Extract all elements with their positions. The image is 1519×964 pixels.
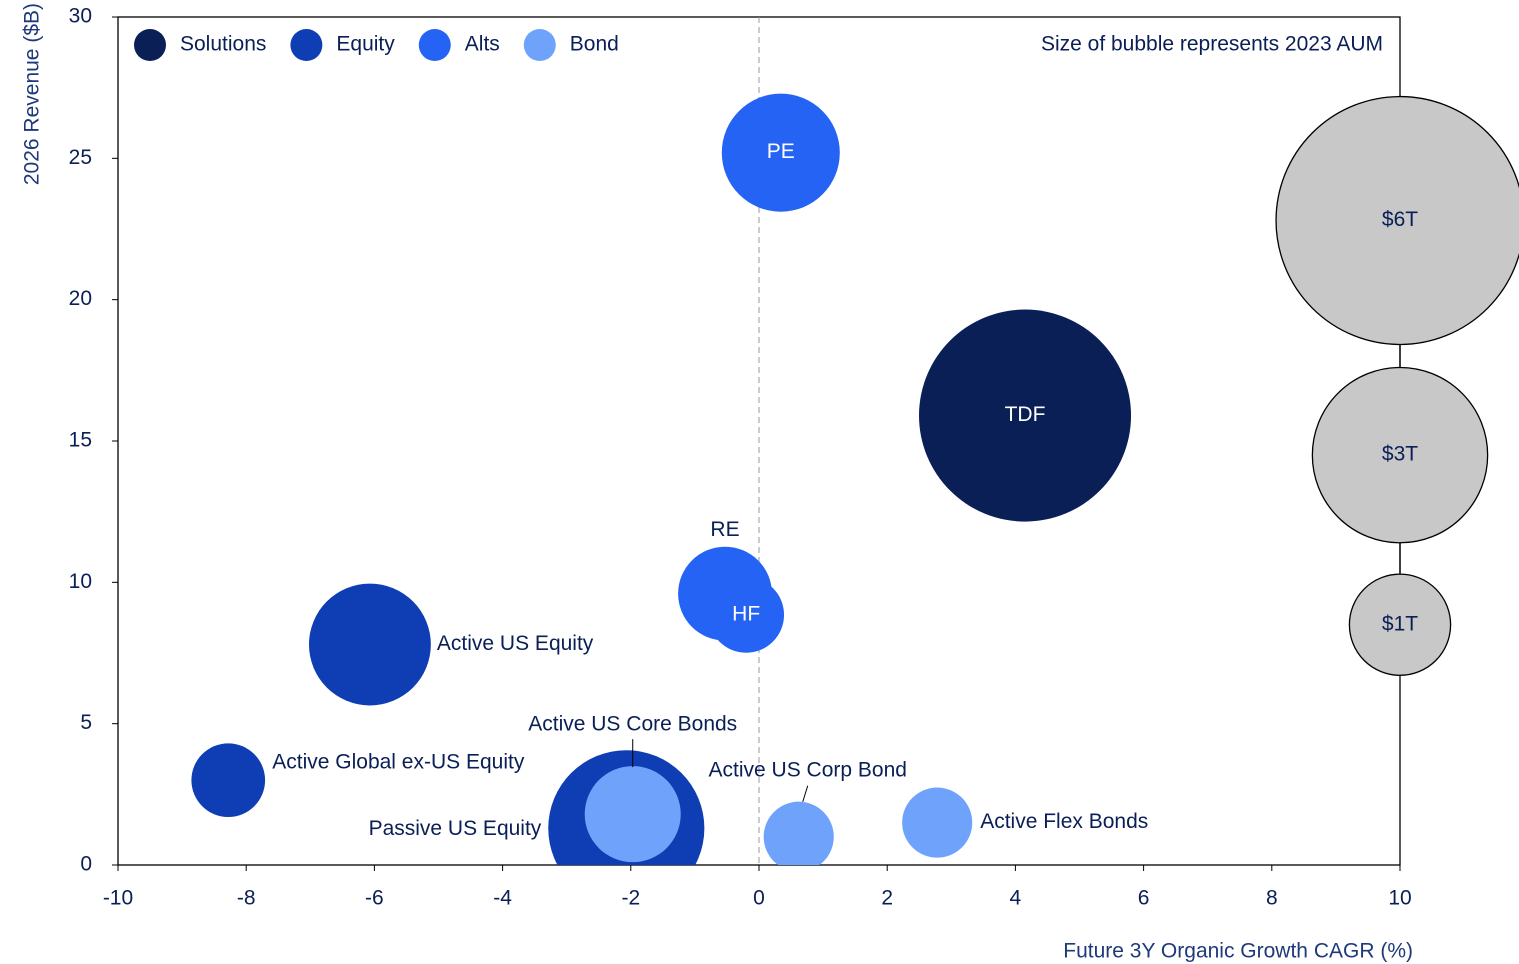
x-tick-label: 4 (1010, 887, 1022, 910)
legend-swatch (418, 29, 451, 61)
x-axis-title: Future 3Y Organic Growth CAGR (%) (1063, 940, 1413, 963)
bubble (721, 93, 840, 212)
x-tick-label: -4 (493, 887, 512, 910)
y-axis-title: 2026 Revenue ($B) (21, 3, 44, 185)
legend-label: Bond (570, 33, 619, 56)
x-tick-label: -10 (103, 887, 133, 910)
bubble (191, 743, 266, 818)
y-tick-label: 30 (69, 5, 92, 28)
legend-swatch (523, 29, 556, 61)
bubble-label: PE (767, 140, 795, 163)
legend-label: Solutions (180, 33, 266, 56)
y-tick-label: 10 (69, 570, 92, 593)
bubble-label: TDF (1005, 403, 1046, 426)
annotation: Size of bubble represents 2023 AUM (1041, 33, 1383, 56)
legend-swatch (290, 29, 323, 61)
y-tick-label: 0 (80, 853, 92, 876)
y-tick-label: 25 (69, 146, 92, 169)
y-tick-label: 15 (69, 429, 92, 452)
size-legend-label: $6T (1382, 208, 1418, 231)
size-legend-bubble (1275, 95, 1519, 346)
bubble-label: Active Global ex-US Equity (272, 751, 525, 774)
bubble-label: Active US Corp Bond (709, 758, 907, 781)
bubble-label: HF (732, 602, 760, 625)
legend-label: Equity (336, 33, 395, 56)
x-tick-label: 8 (1266, 887, 1278, 910)
y-tick-label: 20 (69, 287, 92, 310)
x-tick-label: -6 (365, 887, 384, 910)
bubble-label: Passive US Equity (369, 817, 542, 840)
x-tick-label: 0 (753, 887, 765, 910)
bubble-label: Active Flex Bonds (980, 810, 1148, 833)
x-tick-label: 10 (1388, 887, 1411, 910)
x-tick-label: 6 (1138, 887, 1150, 910)
size-legend-bubble (1311, 366, 1489, 544)
size-legend-label: $3T (1382, 443, 1418, 466)
x-tick-label: -2 (621, 887, 640, 910)
legend-label: Alts (465, 33, 500, 56)
x-tick-label: 2 (881, 887, 893, 910)
bubble (902, 787, 973, 858)
legend-swatch (134, 29, 166, 61)
bubbles (191, 93, 1132, 865)
size-legend-label: $1T (1382, 612, 1418, 635)
bubble (763, 801, 834, 865)
bubble (584, 766, 681, 863)
bubble-label: Active US Core Bonds (528, 713, 737, 736)
bubble (708, 576, 785, 653)
y-tick-label: 5 (80, 711, 92, 734)
leader-line (802, 785, 809, 802)
size-legend-bubble (1348, 573, 1452, 676)
bubble (308, 583, 431, 706)
bubble-label: RE (710, 518, 739, 541)
bubble (918, 309, 1132, 522)
x-tick-label: -8 (237, 887, 256, 910)
bubble-label: Active US Equity (437, 632, 594, 655)
